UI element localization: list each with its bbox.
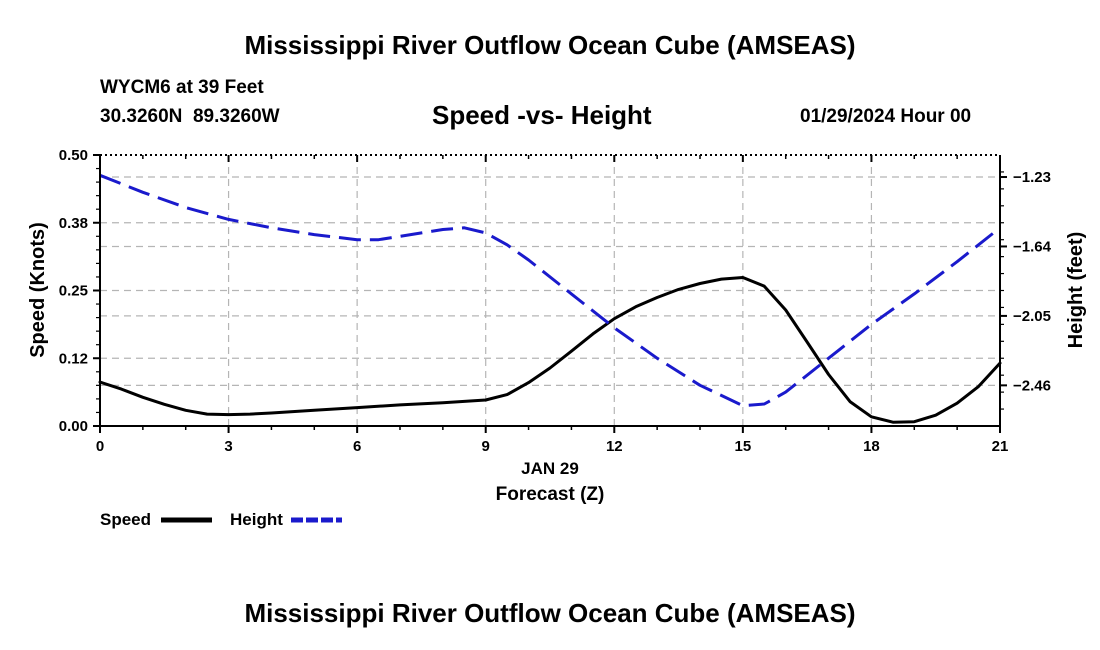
y-tick-label-right: −1.23 [1013,169,1051,186]
legend-speed-label: Speed [100,510,151,529]
x-tick-label: 21 [992,438,1009,455]
y-tick-label-right: −2.46 [1013,377,1051,394]
y-tick-label-right: −1.64 [1013,238,1052,255]
y-tick-label-left: 0.00 [59,418,88,435]
x-tick-label: 18 [863,438,880,455]
legend-height-label: Height [230,510,283,529]
legend: Speed Height [100,510,342,529]
x-axis-date-label: JAN 29 [521,459,579,478]
y-tick-label-left: 0.25 [59,283,88,300]
x-axis-title: Forecast (Z) [496,484,605,505]
series-lines [98,173,1002,424]
x-tick-label: 6 [353,438,361,455]
y-tick-label-right: −2.05 [1013,308,1051,325]
y-tick-label-left: 0.12 [59,350,88,367]
chart-subtitle: Speed -vs- Height [432,100,652,130]
x-tick-label: 0 [96,438,104,455]
x-tick-label: 12 [606,438,623,455]
axis-labels: JAN 29 Forecast (Z) Speed (Knots) Height… [27,222,1087,505]
station-coordinates: 30.3260N 89.3260W [100,106,280,127]
x-tick-label: 15 [735,438,752,455]
footer-title: Mississippi River Outflow Ocean Cube (AM… [244,598,856,628]
y-tick-label-left: 0.50 [59,147,88,164]
chart-title: Mississippi River Outflow Ocean Cube (AM… [244,30,856,60]
forecast-datetime: 01/29/2024 Hour 00 [800,106,972,127]
series-speed-line [98,276,1002,424]
y-axis-title-right: Height (feet) [1065,232,1087,349]
station-label: WYCM6 at 39 Feet [100,77,264,98]
axes: 0 3 6 9 12 15 18 21 0.00 0.12 0.25 0.38 0.50 −1.23 −1.… [59,147,1052,455]
y-axis-title-left: Speed (Knots) [27,222,49,358]
series-height-line [99,173,1001,408]
grid [100,155,1000,426]
x-tick-label: 9 [482,438,490,455]
x-tick-label: 3 [224,438,232,455]
y-tick-label-left: 0.38 [59,215,88,232]
